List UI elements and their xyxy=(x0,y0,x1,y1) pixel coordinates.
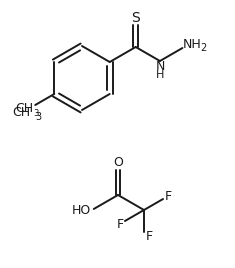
Text: NH: NH xyxy=(183,38,202,50)
Text: 3: 3 xyxy=(35,112,41,122)
Text: S: S xyxy=(131,11,140,25)
Text: 2: 2 xyxy=(200,43,207,53)
Text: H: H xyxy=(156,70,164,80)
Text: O: O xyxy=(113,157,123,169)
Text: F: F xyxy=(116,218,123,232)
Text: F: F xyxy=(145,229,153,243)
Text: HO: HO xyxy=(72,204,91,218)
Text: N: N xyxy=(155,59,165,73)
Text: CH: CH xyxy=(12,106,30,118)
Text: CH: CH xyxy=(15,102,33,116)
Text: 3: 3 xyxy=(34,109,39,117)
Text: F: F xyxy=(164,189,172,203)
